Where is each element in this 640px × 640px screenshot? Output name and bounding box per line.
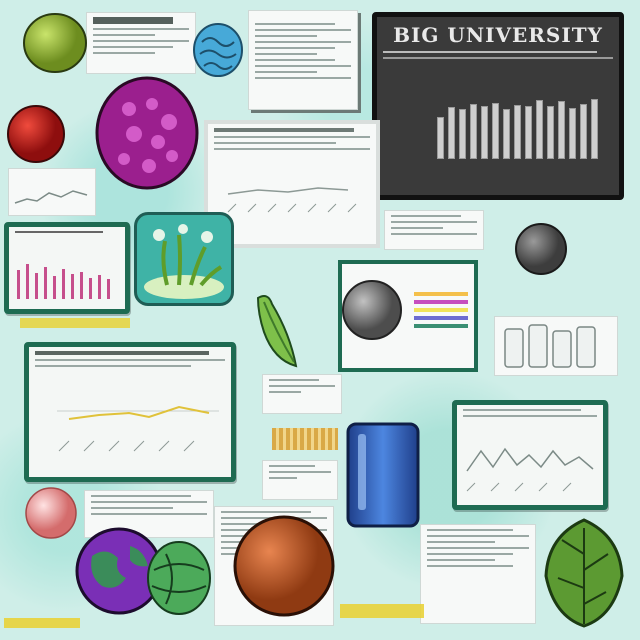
pink-chart-bar: [26, 264, 29, 299]
pink-chart-bar: [89, 278, 92, 299]
dark-chart-bar: [525, 106, 532, 159]
pink-chart-bar: [71, 274, 74, 299]
dark-chart-bar: [536, 100, 543, 159]
dark-chart-board: BIG UNIVERSITY: [372, 12, 624, 200]
green-sphere-icon: [22, 12, 88, 74]
dark-chart-bar: [591, 99, 598, 159]
dark-chart-bar: [547, 106, 554, 159]
pink-chart-bar: [17, 270, 20, 299]
document-stack: [248, 10, 358, 110]
plant-bunch-icon: [538, 514, 630, 630]
dark-chart-bar: [448, 107, 455, 159]
blue-coral-icon: [192, 20, 244, 80]
yellow-highlight-strip-corner: [4, 618, 80, 628]
dark-chart-bar: [514, 105, 521, 159]
notes-sheet-lower-center: [262, 460, 338, 500]
orange-sphere-icon: [232, 514, 336, 618]
text-lines: [85, 495, 213, 515]
earth-globe-icon: [74, 526, 164, 616]
text-lines: [9, 231, 125, 233]
board-title: BIG UNIVERSITY: [393, 23, 603, 47]
bar-strip: [272, 428, 338, 450]
dark-chart-bar: [481, 106, 488, 159]
grey-sphere-panel: [338, 260, 478, 372]
dark-chart-bar: [580, 104, 587, 159]
glassware-sheet: [494, 316, 618, 376]
yellow-line-chart-card: [24, 342, 236, 482]
pink-chart-bar: [44, 267, 47, 299]
green-ball-icon: [146, 540, 212, 616]
pink-chart-bar: [80, 272, 83, 299]
purple-cell-icon: [94, 74, 200, 192]
aquatic-plant-icon: [134, 212, 234, 306]
grey-sphere-icon: [340, 278, 404, 342]
pink-chart-bar: [107, 279, 110, 299]
text-lines: [385, 215, 483, 235]
text-lines: [87, 17, 195, 54]
text-lines: [457, 409, 603, 417]
dark-chart-bar: [503, 109, 510, 159]
color-swatch-icon: [414, 292, 468, 336]
red-sphere-icon: [6, 104, 66, 164]
small-line-chart-sheet: [8, 168, 96, 216]
dark-chart-bar: [569, 108, 576, 159]
notes-sheet-right: [384, 210, 484, 250]
blue-beaker-icon: [344, 420, 422, 530]
pink-chart-bar: [53, 276, 56, 299]
pink-bar-chart: [17, 247, 121, 299]
text-lines: [421, 529, 535, 567]
pink-bar-chart-card: [4, 222, 130, 314]
yellow-highlight-strip: [20, 318, 130, 328]
dark-chart-bar: [459, 109, 466, 159]
text-lines: [208, 128, 376, 150]
pink-sphere-icon: [24, 486, 78, 540]
yellow-highlight-strip-bottom: [340, 604, 424, 618]
text-lines: [249, 11, 357, 79]
dark-chart-bar: [437, 117, 444, 159]
text-lines: [263, 465, 337, 479]
text-lines: [263, 379, 341, 393]
dark-chart-bar: [558, 101, 565, 159]
pink-chart-bar: [35, 273, 38, 299]
zigzag-chart-card: [452, 400, 608, 510]
dark-chart-bar: [470, 104, 477, 159]
text-lines: [29, 351, 231, 367]
pink-chart-bar: [62, 269, 65, 299]
notes-sheet-bottom-right: [420, 524, 536, 624]
grey-sphere-small-icon: [514, 222, 568, 276]
dark-bar-chart: [437, 87, 607, 159]
pink-chart-bar: [98, 275, 101, 299]
green-leaf-icon: [250, 288, 302, 372]
dark-chart-bar: [492, 103, 499, 159]
board-subtitle-lines: [377, 51, 619, 59]
notes-sheet-center: [262, 374, 342, 414]
notes-sheet-top-left: [86, 12, 196, 74]
